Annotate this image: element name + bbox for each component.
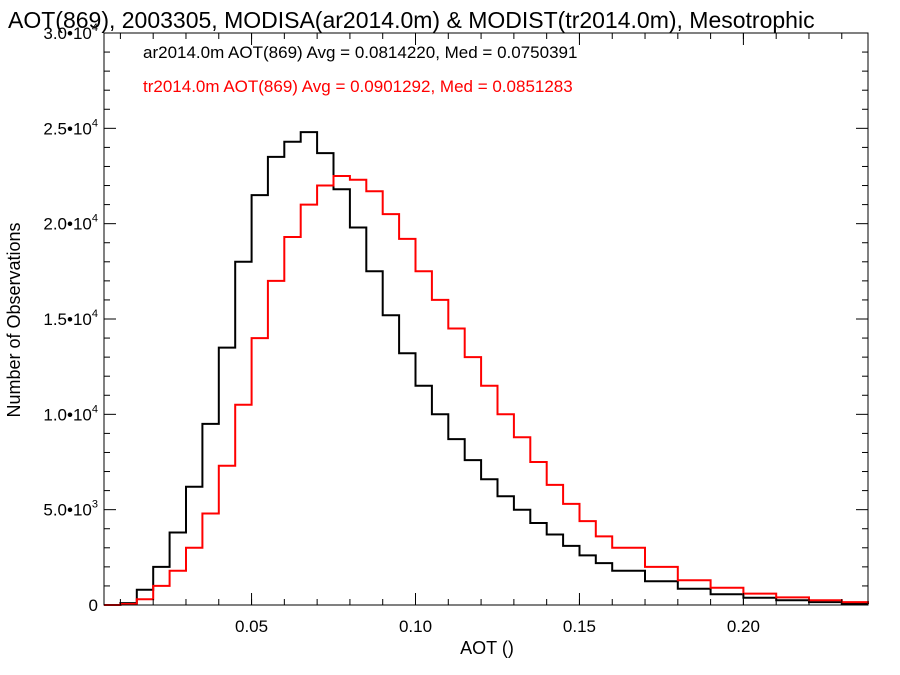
x-tick-label: 0.15 — [563, 617, 596, 636]
x-tick-label: 0.10 — [399, 617, 432, 636]
legend-entry-tr2014: tr2014.0m AOT(869) Avg = 0.0901292, Med … — [143, 77, 573, 96]
y-tick-label: 1.0•104 — [43, 403, 98, 424]
series-layer — [104, 131, 869, 606]
legend-entry-ar2014: ar2014.0m AOT(869) Avg = 0.0814220, Med … — [143, 43, 577, 62]
series-line-tr2014.0m — [104, 175, 869, 606]
x-axis-label: AOT () — [460, 638, 514, 658]
y-tick-label: 2.0•104 — [43, 213, 98, 234]
axes-layer: 0.05 0.10 0.15 0.20 0 5.0•103 1.0•104 1.5•104 2.… — [43, 22, 869, 636]
plot-frame — [103, 32, 869, 606]
y-tick-label: 2.5•104 — [43, 117, 98, 138]
x-tick-label: 0.20 — [727, 617, 760, 636]
y-tick-label: 5.0•103 — [43, 499, 98, 520]
x-tick-label: 0.05 — [235, 617, 268, 636]
chart-title: AOT(869), 2003305, MODISA(ar2014.0m) & M… — [8, 7, 815, 33]
series-line-ar2014.0m — [104, 131, 869, 606]
y-tick-label: 1.5•104 — [43, 308, 98, 329]
y-tick-label: 0 — [89, 596, 98, 615]
y-axis-label: Number of Observations — [4, 222, 24, 417]
y-tick-label: 3.0•104 — [43, 22, 98, 43]
